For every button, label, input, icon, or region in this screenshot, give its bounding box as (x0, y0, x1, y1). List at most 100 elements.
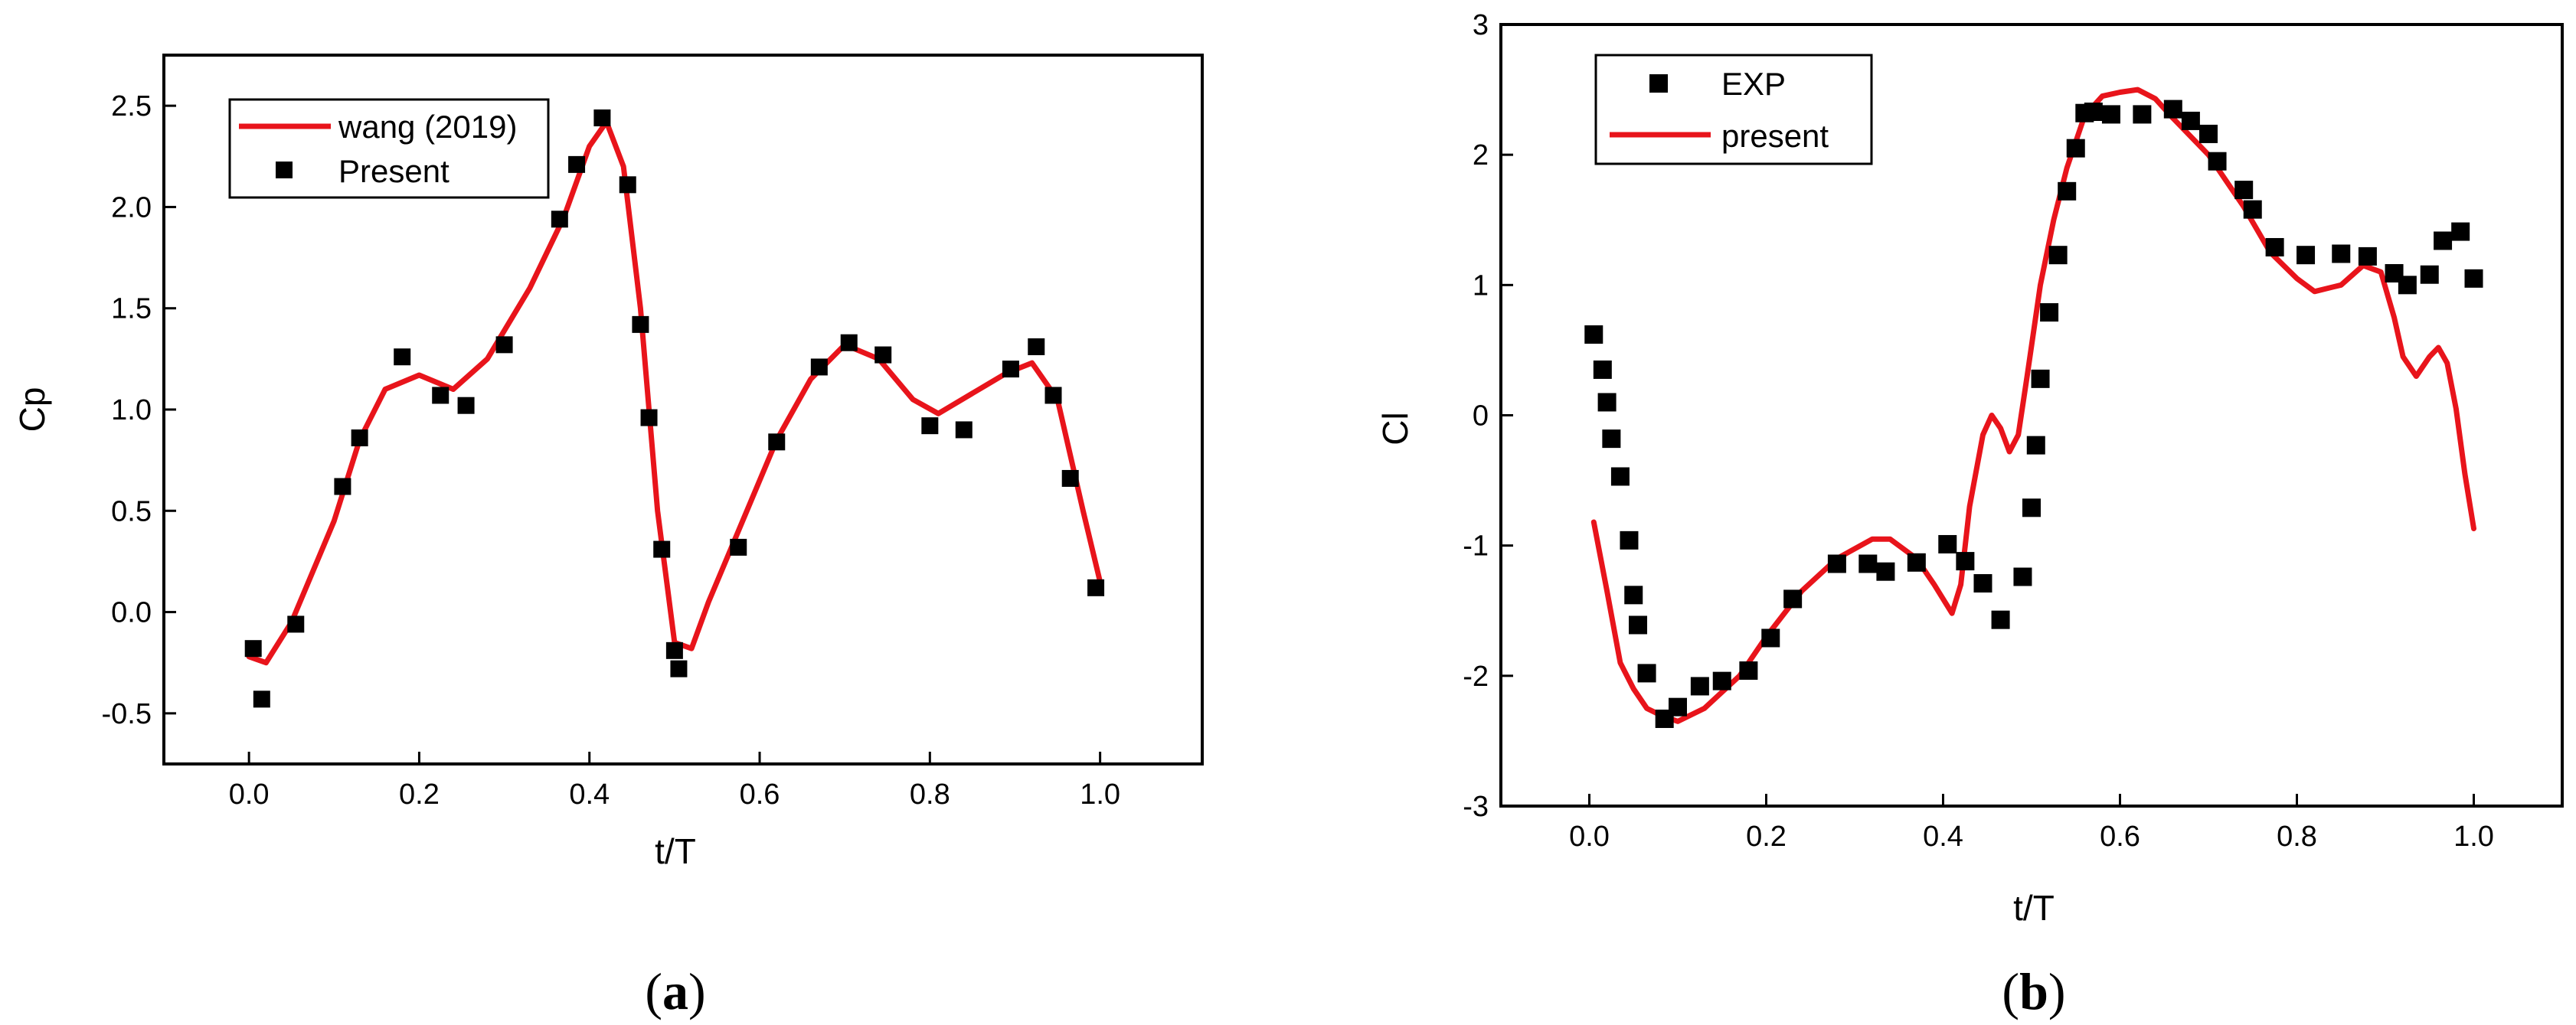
panel-b-data-point (2234, 181, 2254, 200)
panel-a-caption-close: ) (688, 962, 706, 1020)
panel-b-data-point (2398, 276, 2417, 295)
panel-a-x-ticks: 0.0 0.2 0.4 0.6 0.8 1.0 (229, 752, 1120, 811)
panel-b-caption-open: ( (2002, 962, 2019, 1020)
panel-b-data-point (1637, 664, 1656, 683)
panel-b-data-point (1624, 586, 1643, 605)
panel-a-x-tick-label: 0.4 (569, 779, 610, 811)
panel-b-data-point (1620, 530, 1639, 550)
panel-b-legend-label-1: EXP (1721, 66, 1786, 102)
panel-b-data-point (2040, 303, 2059, 322)
panel-a-data-point (810, 358, 828, 376)
panel-a-data-point (244, 640, 262, 658)
panel-a-data-point (351, 429, 368, 447)
panel-b-x-tick-label: 0.2 (1746, 821, 1787, 853)
panel-b-data-point (2208, 152, 2227, 171)
panel-b-data-point (1597, 393, 1617, 412)
panel-a-data-point (921, 417, 939, 435)
panel-a-caption: (a) (645, 962, 705, 1020)
panel-b-y-tick-label: -3 (1463, 791, 1489, 823)
panel-b-data-point (2133, 105, 2152, 124)
panel-a-data-point (394, 348, 411, 366)
panel-b-data-point (2243, 200, 2262, 219)
panel-a-legend: wang (2019) Present (228, 98, 550, 199)
panel-b-x-tick-label: 1.0 (2453, 821, 2494, 853)
panel-b-x-axis-label: t/T (2013, 888, 2055, 928)
panel-b-data-point (2434, 231, 2453, 250)
panel-b-data-point (1907, 553, 1926, 572)
panel-b-data-point (1973, 574, 1992, 593)
panel-a-x-tick-label: 0.6 (740, 779, 780, 811)
panel-b-series-line (1590, 87, 2476, 724)
panel-b-data-point (2451, 222, 2470, 241)
panel-b-data-point (1629, 615, 1648, 635)
panel-a-x-axis-label: t/T (655, 831, 696, 871)
panel-a-series-line (246, 119, 1103, 666)
panel-b-y-tick-label: -1 (1463, 530, 1489, 563)
panel-a-y-tick-label: -0.5 (102, 698, 152, 730)
panel-b-data-point (1991, 610, 2010, 629)
panel-b-data-point (1602, 429, 1621, 449)
panel-b-data-point (2084, 103, 2103, 122)
panel-b-data-point (2066, 139, 2085, 158)
panel-a-legend-marker-swatch (276, 162, 293, 178)
panel-b-y-axis-label: Cl (1375, 412, 1415, 445)
panel-b-data-point (1783, 589, 1803, 609)
panel-b: -3 -2 -1 0 1 2 3 0.0 0.2 0.4 0.6 0.8 1.0 t/T Cl EXP… (1375, 9, 2564, 1020)
panel-a-series-points (244, 109, 1105, 708)
panel-b-data-point (2031, 369, 2050, 388)
panel-b-legend-box (1594, 54, 1873, 165)
panel-b-y-tick-label: 0 (1473, 400, 1489, 433)
panel-b-data-point (2058, 181, 2077, 201)
panel-a-data-point (670, 660, 688, 677)
panel-b-data-point (2163, 100, 2182, 119)
panel-a-data-point (495, 336, 513, 354)
panel-a-x-tick-label: 1.0 (1080, 779, 1120, 811)
panel-b-data-point (2420, 265, 2439, 284)
panel-b-data-point (2358, 246, 2377, 266)
panel-a-data-point (632, 315, 649, 333)
panel-a-data-point (1061, 469, 1079, 487)
panel-a-y-axis-label: Cp (12, 387, 52, 433)
panel-a-data-point (640, 409, 658, 426)
panel-a: -0.5 0.0 0.5 1.0 1.5 2.0 2.5 0.0 0.2 0.4 0.6 0.8 1.… (12, 54, 1204, 1020)
panel-a-x-tick-label: 0.2 (399, 779, 440, 811)
panel-a-data-point (840, 334, 858, 351)
panel-a-data-point (874, 346, 892, 364)
panel-b-data-point (2026, 436, 2045, 455)
panel-a-legend-label-1: wang (2019) (338, 109, 517, 145)
panel-a-x-tick-label: 0.8 (910, 779, 950, 811)
panel-a-data-point (619, 176, 636, 194)
panel-a-y-tick-label: 2.5 (111, 90, 152, 122)
panel-b-caption-letter: b (2019, 962, 2048, 1020)
panel-b-data-point (1761, 628, 1780, 648)
panel-b-data-point (2022, 498, 2041, 517)
panel-a-data-point (665, 641, 683, 659)
panel-b-data-point (1593, 360, 1612, 379)
panel-b-y-tick-label: 1 (1473, 269, 1489, 302)
panel-b-data-point (1827, 554, 1846, 573)
panel-b-data-point (2181, 111, 2200, 130)
panel-a-x-tick-label: 0.0 (229, 779, 270, 811)
panel-a-y-tick-label: 0.0 (111, 597, 152, 629)
panel-b-data-point (2464, 269, 2483, 288)
panel-a-data-point (568, 155, 586, 173)
panel-b-data-point (1669, 697, 1687, 717)
panel-b-data-point (1956, 552, 1975, 571)
panel-a-legend-box (228, 98, 550, 199)
panel-a-data-point (955, 421, 973, 439)
panel-b-data-point (1858, 554, 1878, 573)
panel-b-legend-label-2: present (1721, 118, 1829, 154)
panel-b-data-point (1876, 562, 1895, 581)
panel-a-data-point (1028, 338, 1045, 355)
panel-a-y-ticks: -0.5 0.0 0.5 1.0 1.5 2.0 2.5 (102, 90, 176, 730)
panel-a-data-point (551, 211, 568, 228)
panel-a-y-tick-label: 1.5 (111, 293, 152, 325)
panel-b-data-point (1712, 671, 1731, 690)
panel-b-data-point (2265, 237, 2284, 256)
panel-b-x-tick-label: 0.0 (1569, 821, 1610, 853)
panel-b-data-point (1584, 325, 1603, 344)
panel-b-x-tick-label: 0.8 (2277, 821, 2317, 853)
panel-b-data-point (2013, 567, 2032, 586)
panel-b-data-point (1690, 677, 1709, 696)
